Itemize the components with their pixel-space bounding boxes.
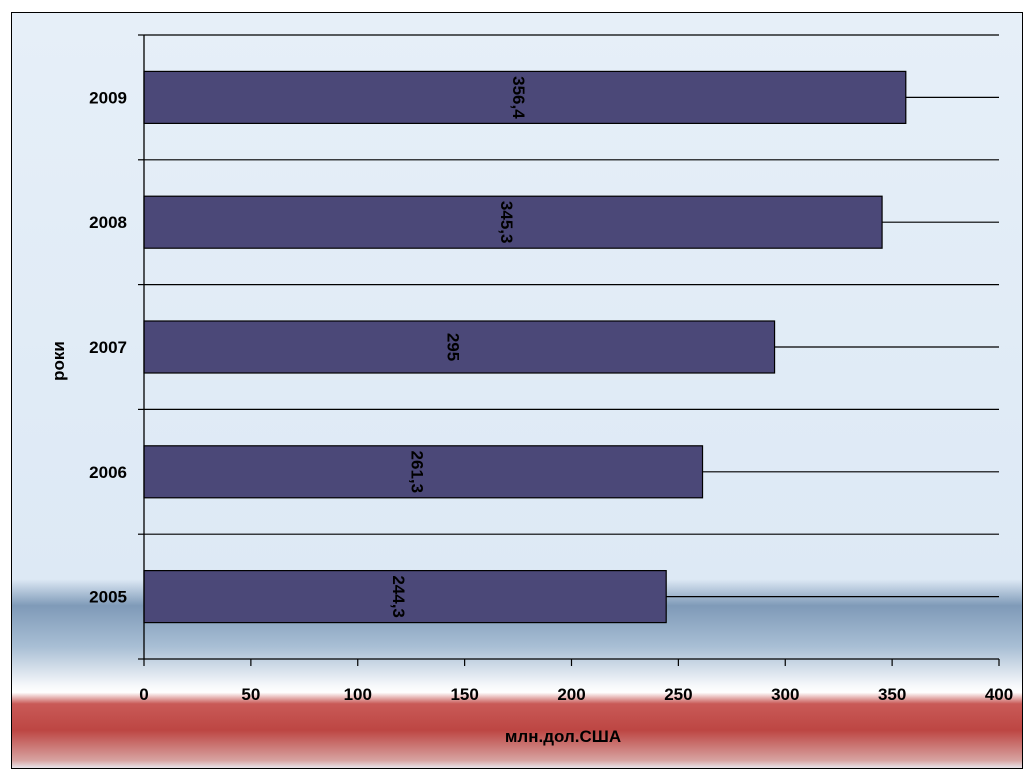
y-tick-label-2007: 2007 xyxy=(89,338,127,357)
bar-2005 xyxy=(143,569,667,624)
bars xyxy=(143,70,907,624)
x-tick-label-350: 350 xyxy=(878,685,906,704)
x-tick-label-150: 150 xyxy=(450,685,478,704)
x-tick-label-200: 200 xyxy=(557,685,585,704)
labels: 2005 244,3 2006 261,3 2007 295 2008 345,3 2009 35… xyxy=(89,76,1013,704)
y-tick-label-2009: 2009 xyxy=(89,88,127,107)
x-tick-label-300: 300 xyxy=(771,685,799,704)
data-label-2005: 244,3 xyxy=(389,575,408,618)
y-axis-title: роки xyxy=(49,341,68,381)
x-tick-label-0: 0 xyxy=(139,685,148,704)
y-tick-label-2008: 2008 xyxy=(89,213,127,232)
y-tick-label-2005: 2005 xyxy=(89,588,127,607)
data-label-2009: 356,4 xyxy=(509,76,528,119)
x-tick-label-50: 50 xyxy=(241,685,260,704)
data-label-2007: 295 xyxy=(443,333,462,361)
y-tick-label-2006: 2006 xyxy=(89,463,127,482)
data-label-2006: 261,3 xyxy=(407,451,426,494)
bar-chart: 2005 244,3 2006 261,3 2007 295 2008 345,3 2009 35… xyxy=(49,34,1013,746)
x-tick-label-250: 250 xyxy=(664,685,692,704)
x-tick-label-400: 400 xyxy=(985,685,1013,704)
x-tick-label-100: 100 xyxy=(344,685,372,704)
data-label-2008: 345,3 xyxy=(497,201,516,244)
x-axis-title: млн.дол.США xyxy=(505,727,621,746)
chart-frame: 2005 244,3 2006 261,3 2007 295 2008 345,3 2009 35… xyxy=(11,12,1023,769)
axes xyxy=(138,34,1000,666)
